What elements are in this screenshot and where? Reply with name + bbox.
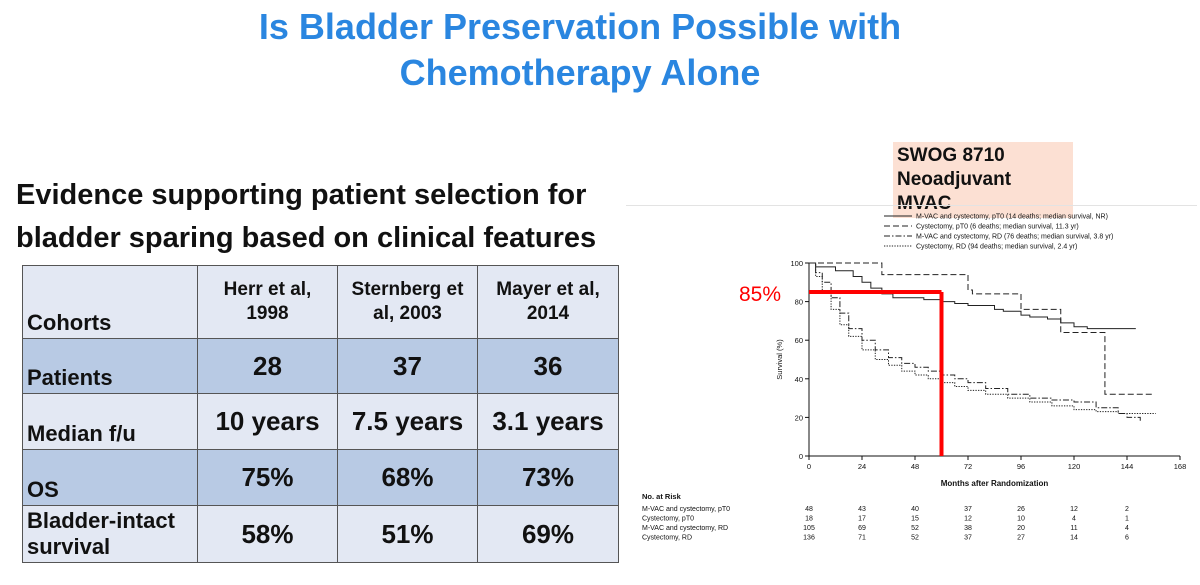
at-risk-value: 12 <box>964 516 972 523</box>
at-risk-value: 4 <box>1072 516 1076 523</box>
at-risk-value: 71 <box>858 535 866 542</box>
table-header-cell: Cohorts <box>22 265 198 339</box>
legend-entry: Cystectomy, RD (94 deaths; median surviv… <box>916 244 1077 251</box>
y-tick-label: 60 <box>795 336 803 345</box>
at-risk-value: 40 <box>911 506 919 513</box>
at-risk-value: 27 <box>1017 535 1025 542</box>
table-cell: 3.1 years <box>477 393 619 450</box>
at-risk-value: 4 <box>1125 525 1129 532</box>
km-series-line-2 <box>809 262 1154 395</box>
x-tick-label: 48 <box>911 462 919 471</box>
table-cell: 28 <box>197 338 338 394</box>
highlight-label: 85% <box>739 283 781 306</box>
at-risk-row-label: Cystectomy, RD <box>642 535 692 542</box>
table-cell: 68% <box>337 449 478 506</box>
x-tick-label: 168 <box>1174 462 1187 471</box>
table-cell: 51% <box>337 505 478 563</box>
x-tick-label: 96 <box>1017 462 1025 471</box>
km-series-line-4 <box>809 262 1156 415</box>
table-cell: 37 <box>337 338 478 394</box>
slide-subtitle: Evidence supporting patient selection fo… <box>16 174 626 260</box>
table-cell: 7.5 years <box>337 393 478 450</box>
at-risk-value: 37 <box>964 506 972 513</box>
table-row: Bladder-intact survival 58% 51% 69% <box>22 505 619 563</box>
at-risk-value: 18 <box>805 516 813 523</box>
row-label: Median f/u <box>22 393 198 450</box>
legend-entry: M-VAC and cystectomy, RD (76 deaths; med… <box>916 234 1113 241</box>
at-risk-value: 105 <box>803 525 815 532</box>
x-tick-label: 144 <box>1121 462 1134 471</box>
at-risk-value: 26 <box>1017 506 1025 513</box>
km-series-line-1 <box>809 262 1136 330</box>
at-risk-value: 52 <box>911 535 919 542</box>
table-cell: 75% <box>197 449 338 506</box>
at-risk-value: 136 <box>803 535 815 542</box>
table-row: Median f/u 10 years 7.5 years 3.1 years <box>22 393 619 450</box>
row-label: OS <box>22 449 198 506</box>
subtitle-line2: bladder sparing based on clinical featur… <box>16 222 597 254</box>
at-risk-value: 37 <box>964 535 972 542</box>
at-risk-value: 1 <box>1125 516 1129 523</box>
swog-label-line2: Neoadjuvant MVAC <box>897 169 1012 214</box>
swog-label-line1: SWOG 8710 <box>897 145 1005 166</box>
table-cell: 36 <box>477 338 619 394</box>
slide-title-line1: Is Bladder Preservation Possible with <box>258 6 902 47</box>
table-header-cell: Mayer et al, 2014 <box>477 265 619 339</box>
legend-entry: Cystectomy, pT0 (6 deaths; median surviv… <box>916 224 1079 231</box>
at-risk-value: 38 <box>964 525 972 532</box>
km-series-line-3 <box>809 262 1141 422</box>
y-tick-label: 100 <box>790 259 803 268</box>
at-risk-value: 48 <box>805 506 813 513</box>
subtitle-line1: Evidence supporting patient selection fo… <box>16 179 587 211</box>
x-tick-label: 120 <box>1068 462 1081 471</box>
y-tick-label: 80 <box>795 298 803 307</box>
table-row: Patients 28 37 36 <box>22 338 619 394</box>
x-tick-label: 24 <box>858 462 866 471</box>
at-risk-value: 20 <box>1017 525 1025 532</box>
table-cell: 10 years <box>197 393 338 450</box>
table-header-row: Cohorts Herr et al, 1998 Sternberg et al… <box>22 265 619 339</box>
cohort-table: Cohorts Herr et al, 1998 Sternberg et al… <box>22 265 619 563</box>
at-risk-value: 2 <box>1125 506 1129 513</box>
table-row: OS 75% 68% 73% <box>22 449 619 506</box>
table-cell: 69% <box>477 505 619 563</box>
table-cell: 58% <box>197 505 338 563</box>
at-risk-value: 52 <box>911 525 919 532</box>
x-tick-label: 72 <box>964 462 972 471</box>
y-tick-label: 40 <box>795 375 803 384</box>
y-axis-label: Survival (%) <box>775 339 784 380</box>
slide-title-line2: Chemotherapy Alone <box>399 52 761 93</box>
x-axis-label: Months after Randomization <box>941 479 1049 488</box>
at-risk-value: 12 <box>1070 506 1078 513</box>
at-risk-row-label: M-VAC and cystectomy, RD <box>642 525 728 532</box>
at-risk-row-label: M-VAC and cystectomy, pT0 <box>642 506 730 513</box>
at-risk-value: 6 <box>1125 535 1129 542</box>
at-risk-value: 69 <box>858 525 866 532</box>
y-tick-label: 0 <box>799 452 803 461</box>
table-cell: 73% <box>477 449 619 506</box>
table-header-cell: Herr et al, 1998 <box>197 265 338 339</box>
at-risk-value: 10 <box>1017 516 1025 523</box>
at-risk-value: 17 <box>858 516 866 523</box>
kaplan-meier-figure: 0 20 40 60 80 100 0 24 48 72 96 120 144 168 Months aft… <box>626 205 1197 580</box>
at-risk-title: No. at Risk <box>642 492 682 501</box>
y-tick-label: 20 <box>795 413 803 422</box>
at-risk-value: 14 <box>1070 535 1078 542</box>
row-label: Bladder-intact survival <box>22 505 198 563</box>
legend-entry: M-VAC and cystectomy, pT0 (14 deaths; me… <box>916 214 1108 221</box>
table-header-cell: Sternberg et al, 2003 <box>337 265 478 339</box>
at-risk-row-label: Cystectomy, pT0 <box>642 516 694 523</box>
x-tick-label: 0 <box>807 462 811 471</box>
at-risk-value: 15 <box>911 516 919 523</box>
at-risk-value: 43 <box>858 506 866 513</box>
row-label: Patients <box>22 338 198 394</box>
at-risk-value: 11 <box>1070 525 1077 532</box>
